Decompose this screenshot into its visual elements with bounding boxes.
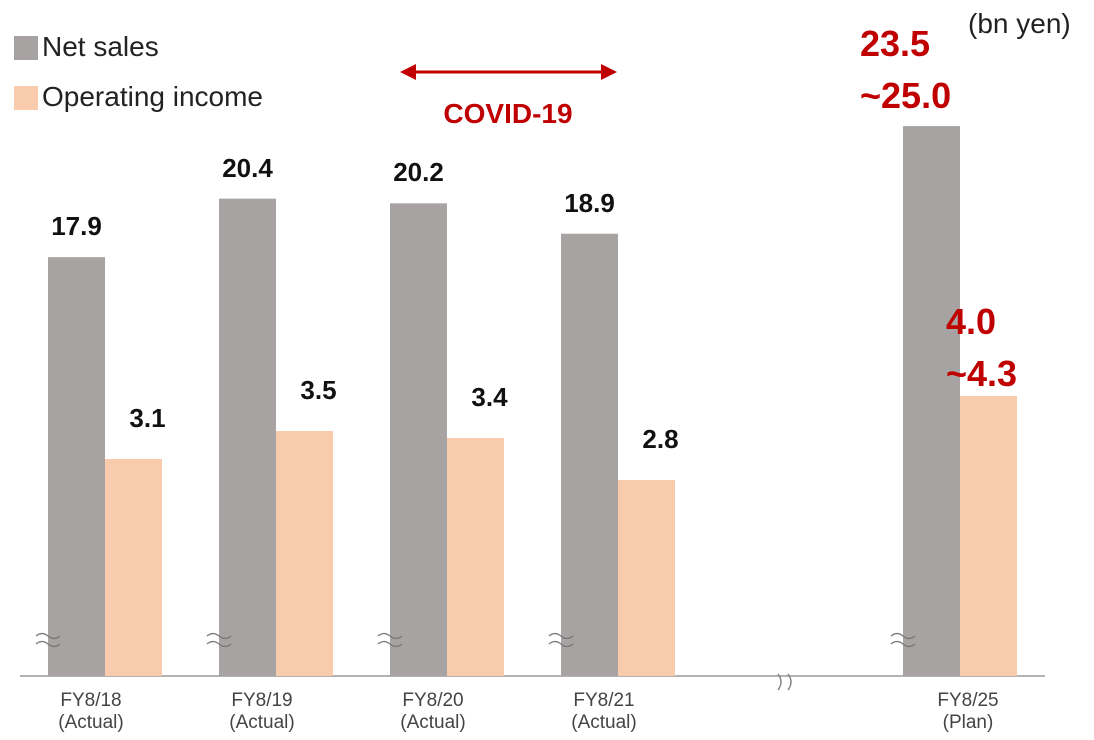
bar	[960, 396, 1017, 676]
x-tick-label: FY8/25 (Plan)	[937, 690, 999, 733]
annotation: COVID-19	[443, 98, 573, 129]
break-mark	[890, 632, 916, 648]
bar	[447, 438, 504, 676]
bar	[561, 233, 618, 677]
axis-break	[777, 673, 792, 691]
x-tick-label: FY8/19 (Actual)	[229, 690, 295, 733]
bar	[105, 459, 162, 676]
value-label: 3.1	[129, 403, 166, 434]
bar	[618, 480, 675, 676]
legend-label: Operating income	[42, 81, 264, 112]
value-label: 3.5	[300, 375, 337, 406]
bar	[219, 198, 276, 676]
break-mark	[206, 632, 232, 648]
unit-label: (bn yen)	[968, 8, 1071, 39]
value-label: 4.0 ~4.3	[946, 301, 1018, 395]
break-mark	[377, 632, 403, 648]
bar	[903, 126, 960, 677]
covid-arrow	[400, 64, 617, 80]
value-label: 3.4	[471, 382, 508, 413]
break-mark	[35, 632, 61, 648]
value-label: 23.5 ~25.0	[860, 23, 952, 117]
x-tick-label: FY8/20 (Actual)	[400, 690, 466, 733]
value-label: 20.4	[222, 152, 273, 183]
bar	[276, 431, 333, 676]
x-tick-label: FY8/18 (Actual)	[58, 690, 124, 733]
value-label: 18.9	[564, 187, 615, 218]
bar	[390, 203, 447, 676]
value-label: 17.9	[51, 211, 102, 242]
x-tick-label: FY8/21 (Actual)	[571, 690, 637, 733]
break-mark	[548, 632, 574, 648]
legend-label: Net sales	[42, 31, 159, 62]
legend-swatch	[14, 86, 38, 110]
legend-swatch	[14, 36, 38, 60]
bar	[48, 257, 105, 676]
value-label: 20.2	[393, 157, 444, 188]
value-label: 2.8	[642, 424, 679, 455]
